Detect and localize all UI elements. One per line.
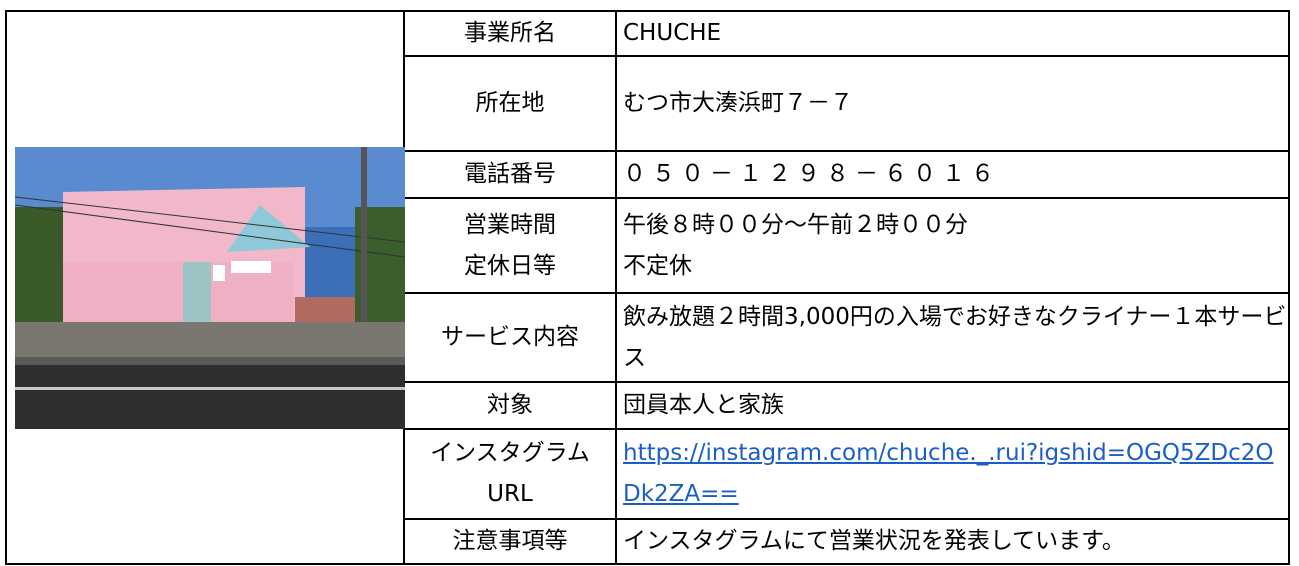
info-table: 事業所名 CHUCHE 所在地 むつ市大湊浜町７－７ 電話番号 ０５０－１２９８－６０１６… bbox=[5, 10, 1290, 565]
value-cell: ０５０－１２９８－６０１６ bbox=[615, 150, 1290, 199]
instagram-link[interactable]: https://instagram.com/chuche._.rui?igshi… bbox=[623, 440, 1274, 507]
table-row: 事業所名 CHUCHE bbox=[5, 10, 1290, 565]
label-cell: 対象 bbox=[403, 381, 617, 430]
value-text: インスタグラムにて営業状況を発表しています。 bbox=[623, 528, 1125, 554]
label-cell: 注意事項等 bbox=[403, 518, 617, 565]
label-text: 事業所名 bbox=[464, 20, 556, 46]
table-body: 事業所名 CHUCHE 所在地 むつ市大湊浜町７－７ 電話番号 ０５０－１２９８－６０１６… bbox=[5, 10, 1290, 565]
table-row: インスタグラム URL https://instagram.com/chuche._… bbox=[6, 428, 1290, 520]
label-cell: インスタグラム URL bbox=[403, 428, 617, 520]
label-text: 定休日等 bbox=[464, 252, 556, 279]
shop-photo bbox=[15, 146, 405, 429]
value-cell: https://instagram.com/chuche._.rui?igshi… bbox=[615, 428, 1290, 520]
label-text: 所在地 bbox=[475, 90, 545, 116]
value-cell: 午後８時００分～午前２時００分 不定休 bbox=[615, 197, 1290, 294]
value-cell: むつ市大湊浜町７－７ bbox=[615, 55, 1290, 152]
label-text: サービス内容 bbox=[441, 324, 579, 350]
label-text: 電話番号 bbox=[464, 161, 556, 187]
value-text: ０５０－１２９８－６０１６ bbox=[623, 161, 1000, 187]
label-text: URL bbox=[487, 481, 533, 507]
label-cell: 電話番号 bbox=[403, 150, 617, 199]
table-row: 所在地 むつ市大湊浜町７－７ bbox=[6, 55, 1290, 152]
value-text: 飲み放題２時間3,000円の入場でお好きなクライナー１本サービス bbox=[623, 303, 1287, 371]
label-cell: サービス内容 bbox=[403, 292, 617, 383]
table-row: サービス内容 飲み放題２時間3,000円の入場でお好きなクライナー１本サービス bbox=[6, 292, 1290, 383]
label-cell: 所在地 bbox=[403, 55, 617, 152]
value-cell: 飲み放題２時間3,000円の入場でお好きなクライナー１本サービス bbox=[615, 292, 1290, 383]
value-text: CHUCHE bbox=[623, 20, 722, 46]
value-text: 不定休 bbox=[623, 252, 692, 279]
table-row: 電話番号 ０５０－１２９８－６０１６ bbox=[6, 150, 1290, 199]
value-cell: CHUCHE bbox=[615, 10, 1290, 57]
label-text: 対象 bbox=[487, 392, 533, 418]
label-text: 営業時間 bbox=[464, 211, 556, 238]
value-cell: インスタグラムにて営業状況を発表しています。 bbox=[615, 518, 1290, 565]
label-cell: 事業所名 bbox=[403, 10, 617, 57]
value-text: 団員本人と家族 bbox=[623, 392, 784, 418]
photo-cell bbox=[5, 10, 405, 565]
label-text: 注意事項等 bbox=[452, 528, 568, 554]
value-cell: 団員本人と家族 bbox=[615, 381, 1290, 430]
label-cell: 営業時間 定休日等 bbox=[403, 197, 617, 294]
value-text: 午後８時００分～午前２時００分 bbox=[623, 211, 968, 238]
label-text: インスタグラム bbox=[430, 440, 590, 466]
table-row: 注意事項等 インスタグラムにて営業状況を発表しています。 bbox=[6, 518, 1290, 565]
table-row: 営業時間 定休日等 午後８時００分～午前２時００分 不定休 bbox=[6, 197, 1290, 294]
table-row: 対象 団員本人と家族 bbox=[6, 381, 1290, 430]
value-text: むつ市大湊浜町７－７ bbox=[623, 90, 853, 116]
